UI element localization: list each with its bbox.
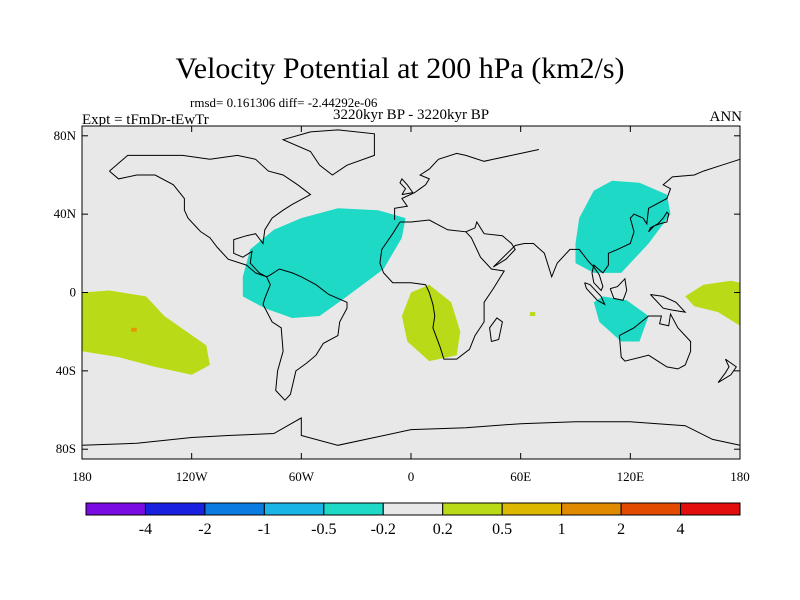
colorbar-swatch [561, 502, 622, 516]
japan-coast [648, 211, 670, 233]
colorbar-swatch [144, 502, 206, 516]
sumatra-coast [584, 282, 606, 306]
lat-tick-label: 40N [54, 206, 77, 221]
colorbar-label: 2 [617, 521, 625, 538]
lat-tick-label: 80S [56, 441, 76, 456]
colorbar-swatch [680, 502, 741, 516]
colorbar-swatch [323, 502, 384, 516]
lon-tick-label: 180 [72, 469, 92, 484]
period-label: 3220kyr BP - 3220kyr BP [332, 107, 490, 123]
asia-coast [465, 158, 741, 292]
colorbar: -4 -2 -1 -0.5 -0.2 0.2 0.5 1 2 4 [85, 502, 741, 538]
colorbar-swatch [263, 502, 325, 516]
uk-coast [399, 178, 414, 196]
west-pacific-positive-region [685, 280, 740, 326]
colorbar-swatch [204, 502, 265, 516]
colorbar-label: -1 [258, 521, 271, 538]
europe-coast [394, 149, 540, 220]
colorbar-swatch [442, 502, 503, 516]
borneo-coast [609, 277, 628, 301]
lon-tick-label: 180 [730, 469, 750, 484]
indian-ocean-positive-dot [529, 312, 536, 316]
season-label: ANN [709, 109, 743, 125]
colorbar-swatch [501, 502, 563, 516]
africa-positive-region [401, 284, 461, 362]
new-zealand-coast [717, 358, 737, 384]
lon-tick-label: 120W [176, 469, 209, 484]
greenland-coast [281, 129, 375, 176]
colorbar-label: 0.2 [433, 521, 453, 538]
colorbar-label: 4 [677, 521, 685, 538]
colorbar-label: -4 [139, 521, 152, 538]
asia-negative-region [575, 180, 671, 273]
colorbar-swatch [382, 502, 444, 516]
lon-tick-label: 60E [510, 469, 531, 484]
australia-coast [618, 312, 692, 370]
experiment-label: Expt = tFmDr-tEwTr [82, 112, 209, 128]
rmsd-subtitle: rmsd= 0.161306 diff= -2.44292e-06 [190, 95, 378, 110]
antarctica-coast [81, 417, 741, 446]
colorbar-swatch [85, 502, 146, 516]
pacific-orange-dot [131, 327, 137, 332]
africa-coast [379, 219, 506, 360]
maritime-negative-region [593, 296, 649, 342]
colorbar-label: -0.2 [371, 521, 396, 538]
pacific-positive-region [82, 290, 210, 375]
colorbar-label: 0.5 [492, 521, 512, 538]
lat-tick-label: 40S [56, 363, 76, 378]
atlantic-negative-region [242, 208, 406, 318]
page-title: Velocity Potential at 200 hPa (km2/s) [175, 52, 625, 85]
axis-ticks: 80N 40N 0 40S 80S 180 120W 60W 0 60E 120E 180 [54, 126, 750, 484]
madagascar-coast [489, 317, 503, 342]
colorbar-label: 1 [558, 521, 566, 538]
contour-regions [82, 180, 740, 375]
colorbar-label: -2 [198, 521, 211, 538]
coastlines [81, 129, 741, 446]
new-guinea-coast [650, 294, 687, 313]
lat-tick-label: 80N [54, 128, 77, 143]
south-america-coast [262, 268, 348, 401]
north-america-coast [109, 154, 312, 278]
colorbar-swatch [620, 502, 682, 516]
lon-tick-label: 0 [408, 469, 415, 484]
lat-tick-label: 0 [70, 285, 77, 300]
lon-tick-label: 120E [617, 469, 645, 484]
lon-tick-label: 60W [289, 469, 315, 484]
colorbar-label: -0.5 [311, 521, 336, 538]
